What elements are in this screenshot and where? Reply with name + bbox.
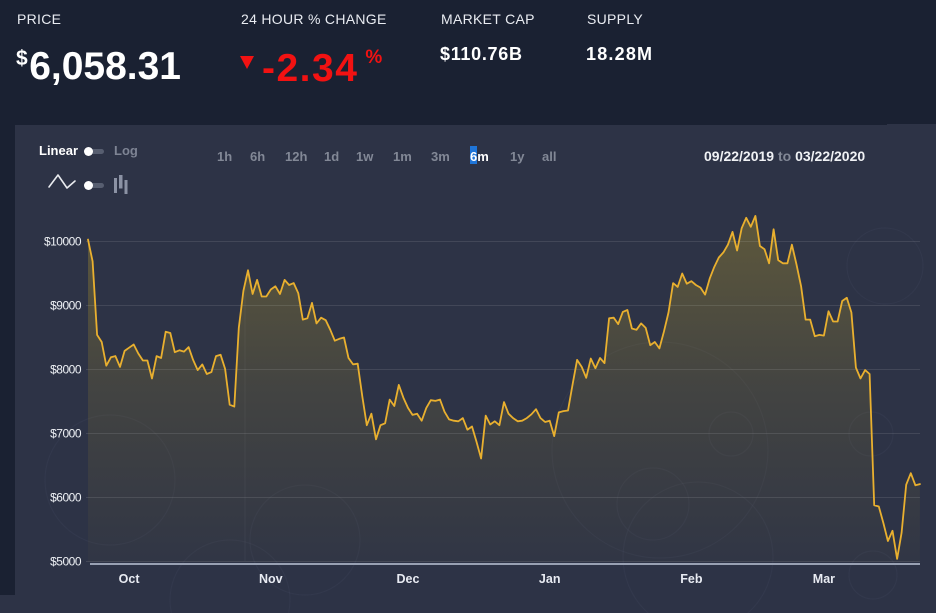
svg-text:Oct: Oct <box>119 572 141 586</box>
svg-text:Feb: Feb <box>680 572 703 586</box>
svg-text:$10000: $10000 <box>44 235 82 249</box>
svg-text:Mar: Mar <box>813 572 835 586</box>
svg-text:$5000: $5000 <box>50 555 82 569</box>
svg-text:$6000: $6000 <box>50 491 82 505</box>
svg-text:$9000: $9000 <box>50 299 82 313</box>
svg-text:Jan: Jan <box>539 572 561 586</box>
svg-text:$8000: $8000 <box>50 363 82 377</box>
svg-text:Nov: Nov <box>259 572 283 586</box>
svg-text:$7000: $7000 <box>50 427 82 441</box>
svg-text:Dec: Dec <box>397 572 420 586</box>
